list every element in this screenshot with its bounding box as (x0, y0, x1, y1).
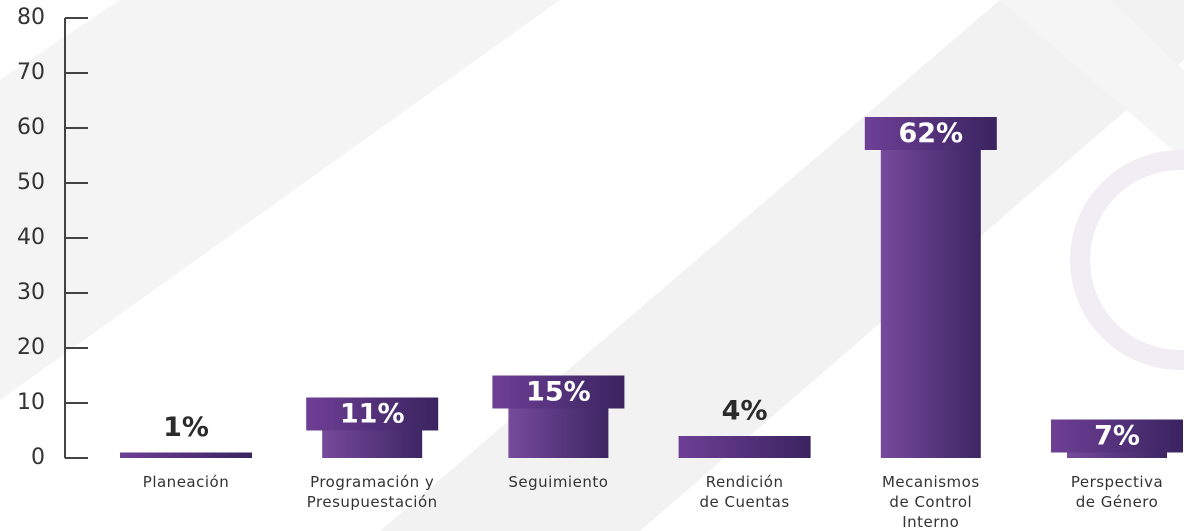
value-label: 11% (340, 399, 405, 430)
bar (492, 375, 625, 458)
bar-cap (492, 375, 625, 409)
value-label: 1% (163, 412, 209, 443)
bar (678, 436, 811, 458)
bar-cap (306, 397, 439, 431)
value-label: 62% (898, 118, 963, 149)
y-tick-label: 60 (17, 115, 45, 140)
y-tick-label: 30 (17, 280, 45, 305)
bar (1051, 419, 1183, 458)
y-tick-label: 0 (31, 445, 45, 470)
bar (864, 117, 997, 458)
x-tick-label: Programación y Presupuestación (306, 473, 438, 511)
y-tick-label: 40 (17, 225, 45, 250)
value-label: 7% (1094, 421, 1140, 452)
y-tick-label: 80 (17, 5, 45, 30)
bar-cap (678, 436, 811, 458)
bar-cap (1051, 419, 1183, 453)
bar-cap (864, 117, 997, 150)
y-tick-label: 20 (17, 335, 45, 360)
y-tick-label: 70 (17, 60, 45, 85)
x-tick-label: Perspectiva de Género (1070, 473, 1164, 511)
x-tick-label: Rendición de Cuentas (699, 473, 790, 511)
value-label: 15% (526, 377, 591, 408)
y-tick-label: 10 (17, 390, 45, 415)
x-tick-label: Seguimiento (508, 473, 609, 491)
y-tick-label: 50 (17, 170, 45, 195)
x-tick-label: Planeación (142, 473, 230, 491)
bar-column (880, 117, 981, 458)
bar (120, 452, 252, 458)
bar-cap (120, 452, 252, 458)
bar (306, 397, 439, 458)
value-label: 4% (722, 396, 768, 427)
x-tick-label: Mecanismos de Control Interno (881, 473, 980, 531)
